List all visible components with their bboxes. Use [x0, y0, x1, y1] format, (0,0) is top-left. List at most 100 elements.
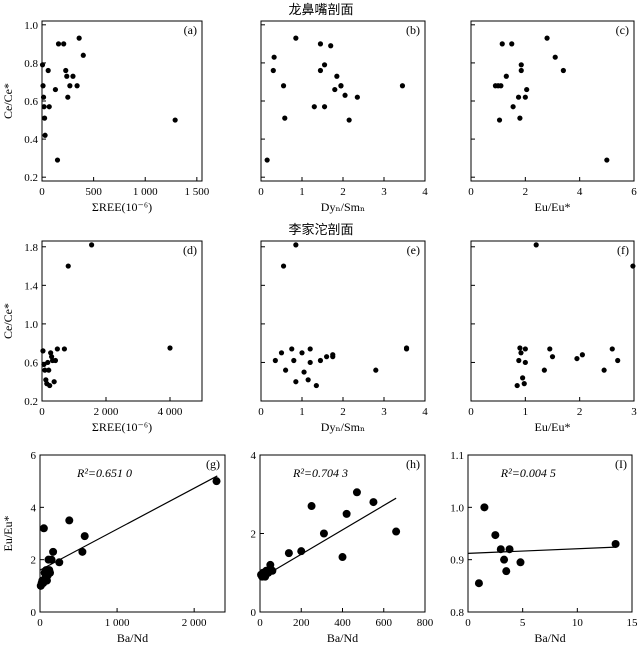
panel-label-e: (e) — [407, 243, 420, 257]
data-point — [609, 346, 615, 352]
data-point — [280, 83, 287, 89]
fit-line-g — [39, 475, 218, 571]
x-tick-label: 0 — [468, 406, 474, 418]
data-point — [311, 104, 317, 110]
data-point — [70, 73, 76, 79]
y-tick-label: 0.8 — [24, 58, 38, 70]
data-point — [41, 361, 47, 367]
data-point — [41, 115, 48, 121]
data-point — [271, 54, 277, 60]
data-point — [65, 263, 71, 269]
data-point — [264, 157, 270, 163]
plot-frame-g — [39, 454, 226, 613]
x-tick-label: 1 — [523, 406, 529, 418]
x-axis-label: Ba/Nd — [534, 631, 565, 645]
data-point — [289, 346, 295, 352]
data-point — [480, 503, 489, 512]
data-point — [63, 67, 69, 74]
x-tick-label: 0 — [257, 617, 263, 629]
y-tick-label: 0.9 — [450, 555, 464, 567]
data-point — [313, 382, 319, 389]
x-axis-label: Dyₙ/Smₙ — [321, 420, 365, 434]
x-tick-label: 0 — [39, 186, 45, 198]
panel-label-h: (h) — [406, 457, 420, 471]
data-point — [522, 359, 528, 366]
x-tick-label: 200 — [293, 617, 310, 629]
data-point — [505, 545, 514, 554]
y-tick-label: 0.6 — [24, 357, 38, 369]
x-axis-label: Ba/Nd — [117, 631, 148, 645]
x-tick-label: 400 — [334, 617, 351, 629]
panel-a: 0 500 1 000 1 500 0.2 0.4 0.6 0.8 1.0 (a) ΣREE(10⁻… — [1, 20, 210, 214]
data-point — [330, 354, 336, 360]
data-point — [403, 345, 410, 351]
data-point — [278, 350, 285, 356]
data-point — [547, 346, 553, 352]
data-point — [307, 502, 316, 511]
data-point — [284, 549, 293, 558]
x-axis-label: ΣREE(10⁻⁶) — [92, 200, 152, 214]
y-axis-label: Eu/Eu* — [1, 516, 15, 552]
data-point — [521, 381, 527, 387]
data-point — [49, 547, 58, 556]
data-point — [64, 73, 70, 79]
section-title-top: 龙鼻嘴剖面 — [288, 2, 353, 17]
data-point — [510, 104, 516, 110]
data-point — [399, 83, 406, 89]
data-point — [615, 357, 621, 364]
panel-b: 0 1 2 3 4 (b) Dyₙ/Smₙ — [258, 20, 428, 214]
panel-label-a: (a) — [184, 23, 197, 37]
data-point — [52, 357, 59, 364]
data-point — [321, 62, 328, 68]
plot-frame-d — [41, 240, 203, 402]
x-tick-label: 3 — [381, 186, 387, 198]
data-point — [291, 357, 297, 364]
y-tick-label: 0.2 — [24, 396, 38, 408]
x-tick-label: 0 — [258, 186, 264, 198]
x-tick-label: 1 — [299, 406, 305, 418]
data-point — [268, 566, 277, 575]
data-point — [509, 41, 515, 47]
data-point — [334, 73, 340, 79]
x-tick-label: 800 — [417, 617, 434, 629]
data-point — [518, 67, 524, 74]
data-point — [46, 104, 52, 110]
data-point — [574, 355, 580, 362]
data-point — [496, 545, 505, 554]
data-point — [172, 117, 178, 123]
y-tick-label: 0 — [251, 607, 257, 619]
x-tick-label: 4 — [422, 406, 428, 418]
data-point — [293, 242, 299, 248]
x-tick-label: 0 — [465, 617, 471, 629]
data-point — [516, 558, 525, 567]
x-tick-label: 4 000 — [158, 406, 183, 418]
data-point — [392, 527, 401, 536]
y-tick-label: 1.8 — [24, 242, 38, 254]
panel-label-g: (g) — [206, 457, 220, 471]
x-tick-label: 10 — [572, 617, 584, 629]
x-tick-label: 0 — [468, 186, 474, 198]
panel-e: 0 1 2 3 4 (e) Dyₙ/Smₙ — [258, 240, 428, 434]
y-tick-label: 0.4 — [24, 134, 38, 146]
data-point — [67, 83, 73, 89]
data-point — [369, 498, 378, 507]
y-tick-label: 0 — [31, 607, 37, 619]
data-point — [40, 348, 46, 354]
data-point — [65, 94, 71, 100]
data-point — [500, 555, 509, 564]
data-point — [47, 382, 53, 389]
y-tick-label: 6 — [31, 450, 37, 462]
r2-label-g: R²=0.651 0 — [76, 466, 132, 480]
y-tick-label: 0.2 — [24, 172, 38, 184]
data-point — [45, 359, 51, 366]
x-tick-label: 3 — [381, 406, 387, 418]
data-point — [474, 579, 483, 588]
data-point — [76, 35, 82, 41]
data-point — [305, 377, 311, 383]
panel-label-f: (f) — [617, 243, 629, 257]
panel-h: 0 200 400 600 800 0 2 4 (h) Ba/Nd R²=0.704 3 — [251, 450, 434, 645]
x-tick-label: 0 — [39, 406, 45, 418]
data-point — [346, 117, 352, 123]
x-axis-label: Ba/Nd — [327, 631, 358, 645]
data-point — [518, 350, 524, 356]
